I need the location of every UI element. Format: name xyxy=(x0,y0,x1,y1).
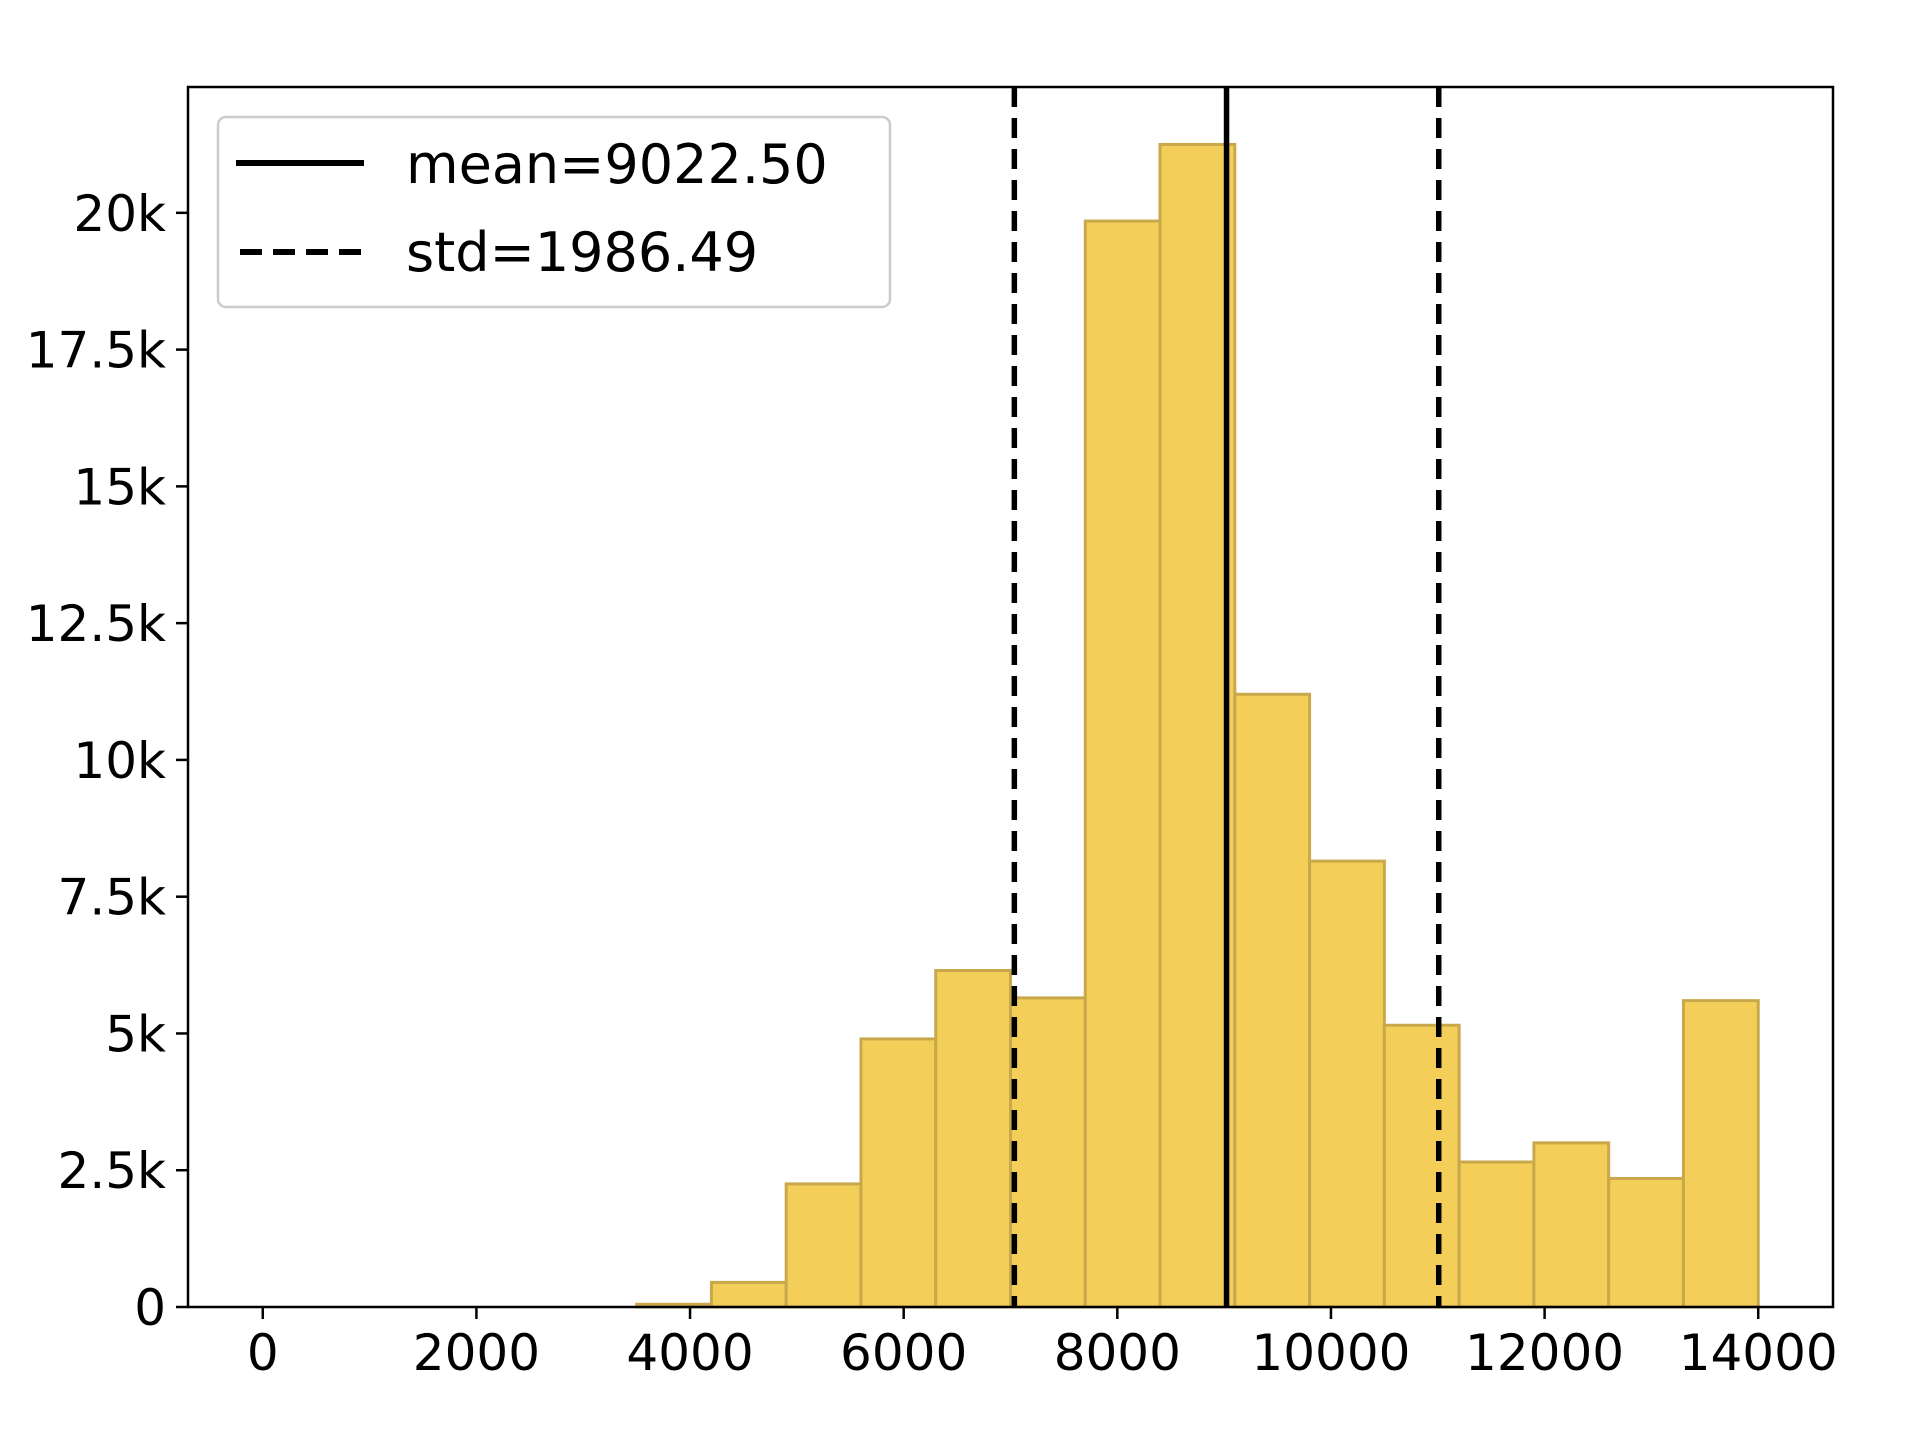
x-tick-label: 0 xyxy=(247,1324,279,1382)
y-tick-label: 2.5k xyxy=(58,1142,167,1200)
x-tick-label: 4000 xyxy=(626,1324,753,1382)
x-axis-ticks: 0 2000 4000 6000 8000 10000 12000 14000 xyxy=(247,1307,1838,1382)
y-tick-label: 17.5k xyxy=(26,322,166,380)
x-tick-label: 6000 xyxy=(840,1324,967,1382)
histogram-bar xyxy=(1233,692,1312,1309)
reference-lines xyxy=(1011,87,1442,1307)
x-tick-label: 2000 xyxy=(413,1324,540,1382)
histogram-bar xyxy=(709,1280,788,1309)
histogram-bar xyxy=(1083,219,1162,1309)
histogram-bar xyxy=(1457,1160,1536,1309)
legend-box xyxy=(216,115,892,309)
histogram-bar xyxy=(1158,142,1237,1309)
y-tick-label: 20k xyxy=(73,185,166,243)
histogram-bar xyxy=(934,969,1013,1309)
y-tick-label: 7.5k xyxy=(58,869,167,927)
histogram-bar xyxy=(1532,1141,1611,1309)
histogram-bars xyxy=(635,142,1760,1309)
histogram-bar xyxy=(1009,996,1087,1309)
histogram-bar xyxy=(1681,999,1760,1309)
histogram-bar xyxy=(859,1037,938,1309)
histogram-bar xyxy=(1308,859,1386,1309)
y-axis-ticks: 0 2.5k 5k 7.5k 10k 12.5k 15k 17.5k 20k xyxy=(26,185,188,1337)
y-tick-label: 5k xyxy=(105,1005,166,1063)
legend: mean=9022.50 std=1986.49 xyxy=(216,115,892,309)
histogram-bar xyxy=(1382,1023,1461,1309)
legend-std-label: std=1986.49 xyxy=(406,221,758,284)
x-tick-label: 14000 xyxy=(1679,1324,1838,1382)
x-tick-label: 8000 xyxy=(1054,1324,1181,1382)
y-tick-label: 10k xyxy=(73,732,166,790)
legend-mean-label: mean=9022.50 xyxy=(406,133,828,196)
x-tick-label: 12000 xyxy=(1465,1324,1624,1382)
y-tick-label: 15k xyxy=(73,458,166,516)
plot-frame xyxy=(186,85,1835,1309)
histogram-bar xyxy=(784,1182,863,1309)
y-tick-label: 0 xyxy=(134,1279,166,1337)
histogram-bar xyxy=(1607,1176,1685,1309)
x-tick-label: 10000 xyxy=(1251,1324,1410,1382)
y-tick-label: 12.5k xyxy=(26,595,166,653)
